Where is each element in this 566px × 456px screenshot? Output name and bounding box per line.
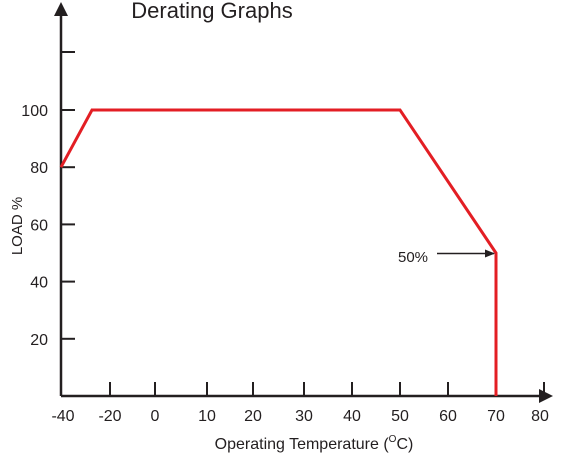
x-axis-label: Operating Temperature (OC) bbox=[215, 434, 414, 453]
y-tick-label-40: 40 bbox=[30, 275, 48, 292]
y-tick-label-100: 100 bbox=[21, 103, 48, 120]
axes bbox=[54, 2, 553, 403]
y-axis-label: LOAD % bbox=[9, 197, 26, 255]
x-tick-label-40: 40 bbox=[343, 408, 361, 425]
y-axis-arrow bbox=[54, 2, 68, 16]
x-axis-arrow bbox=[539, 389, 553, 403]
x-tick-label-20: 20 bbox=[244, 408, 262, 425]
x-tick-label-80: 80 bbox=[531, 408, 549, 425]
x-tick-label-0: 0 bbox=[151, 408, 160, 425]
x-ticks: -40 -20 0 10 20 30 40 50 60 70 80 bbox=[51, 382, 549, 425]
annotation: 50% bbox=[398, 249, 495, 266]
x-tick-label-10: 10 bbox=[198, 408, 216, 425]
x-axis-label-text: Operating Temperature ( bbox=[215, 436, 390, 453]
x-tick-label-30: 30 bbox=[295, 408, 313, 425]
y-tick-label-20: 20 bbox=[30, 332, 48, 349]
y-ticks: 20 40 60 80 100 bbox=[21, 103, 75, 349]
x-axis-label-degree: O bbox=[389, 434, 397, 445]
x-axis-label-unit: C) bbox=[396, 436, 413, 453]
annotation-label: 50% bbox=[398, 249, 428, 266]
y-tick-label-60: 60 bbox=[30, 217, 48, 234]
x-tick-label-70: 70 bbox=[487, 408, 505, 425]
x-tick-label--40: -40 bbox=[51, 408, 74, 425]
x-tick-label--20: -20 bbox=[98, 408, 121, 425]
x-tick-label-50: 50 bbox=[391, 408, 409, 425]
x-tick-label-60: 60 bbox=[439, 408, 457, 425]
y-tick-label-80: 80 bbox=[30, 160, 48, 177]
series-group bbox=[59, 108, 498, 397]
series-line-0 bbox=[59, 108, 498, 396]
chart-title: Derating Graphs bbox=[131, 0, 292, 23]
